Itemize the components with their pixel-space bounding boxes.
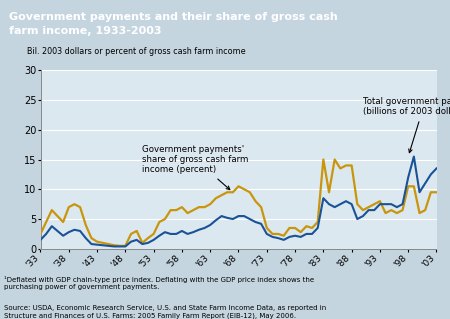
Text: Source: USDA, Economic Research Service, U.S. and State Farm Income Data, as rep: Source: USDA, Economic Research Service,…	[4, 305, 327, 319]
Text: Bil. 2003 dollars or percent of gross cash farm income: Bil. 2003 dollars or percent of gross ca…	[27, 47, 246, 56]
Text: ¹Deflated with GDP chain-type price index. Deflating with the GDP price index sh: ¹Deflated with GDP chain-type price inde…	[4, 276, 315, 290]
Text: Total government payments
(billions of 2003 dollars)¹: Total government payments (billions of 2…	[363, 97, 450, 153]
Text: Government payments and their share of gross cash
farm income, 1933-2003: Government payments and their share of g…	[9, 12, 338, 35]
Text: Government payments'
share of gross cash farm
income (percent): Government payments' share of gross cash…	[142, 145, 249, 189]
